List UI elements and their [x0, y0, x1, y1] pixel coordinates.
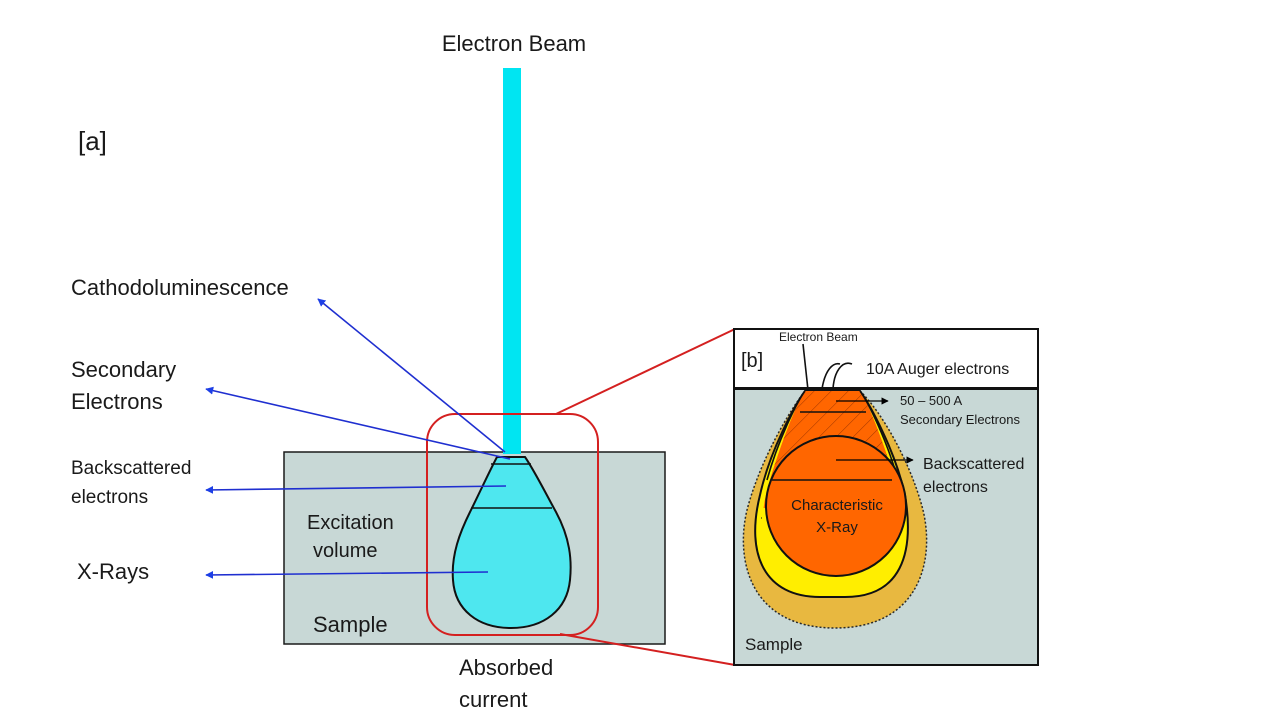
- backscattered-label-1: Backscattered: [71, 458, 191, 479]
- inset-auger-label: 10A Auger electrons: [866, 361, 1009, 378]
- zoom-line-bottom: [559, 633, 736, 666]
- excitation-volume-label-2: volume: [313, 540, 377, 562]
- inset-xray-region: [765, 435, 907, 577]
- cathodoluminescence-arrow: [317, 298, 506, 453]
- secondary-electrons-arrow: [205, 386, 511, 460]
- highlight-box: [426, 413, 599, 636]
- inset-secondary-label-1: 50 – 500 A: [900, 393, 962, 408]
- zoom-line-top: [555, 328, 736, 415]
- inset-backscattered-label-2: electrons: [923, 479, 988, 496]
- backscattered-arrow: [205, 485, 507, 494]
- inset-xray-label-2: X-Ray: [816, 519, 858, 536]
- xrays-label: X-Rays: [77, 559, 149, 584]
- secondary-electrons-label-2: Electrons: [71, 389, 163, 414]
- cathodoluminescence-label: Cathodoluminescence: [71, 275, 289, 300]
- inset-backscattered-label-1: Backscattered: [923, 456, 1024, 473]
- inset-electron-beam-label: Electron Beam: [779, 330, 858, 344]
- inset-panel-b: [b] Electron Beam 10A Auger electrons 50…: [733, 328, 1039, 666]
- electron-beam: [503, 68, 521, 454]
- absorbed-current-label-1: Absorbed: [459, 655, 553, 680]
- panel-a-label: [a]: [78, 126, 107, 156]
- secondary-electrons-label-1: Secondary: [71, 357, 176, 382]
- absorbed-current-label-2: current: [459, 687, 527, 712]
- excitation-volume: [451, 456, 572, 630]
- xrays-arrow: [205, 570, 489, 579]
- backscattered-label-2: electrons: [71, 487, 148, 508]
- inset-beam-pointer: [802, 343, 809, 391]
- panel-b-label: [b]: [741, 350, 763, 372]
- inset-xray-label-1: Characteristic: [791, 497, 883, 514]
- excitation-volume-label-1: Excitation: [307, 512, 394, 534]
- electron-beam-label: Electron Beam: [442, 31, 586, 56]
- inset-secondary-label-2: Secondary Electrons: [900, 412, 1020, 427]
- inset-sample-label: Sample: [745, 635, 803, 654]
- sample-label: Sample: [313, 612, 388, 637]
- inset-auger-pointer: [821, 362, 853, 390]
